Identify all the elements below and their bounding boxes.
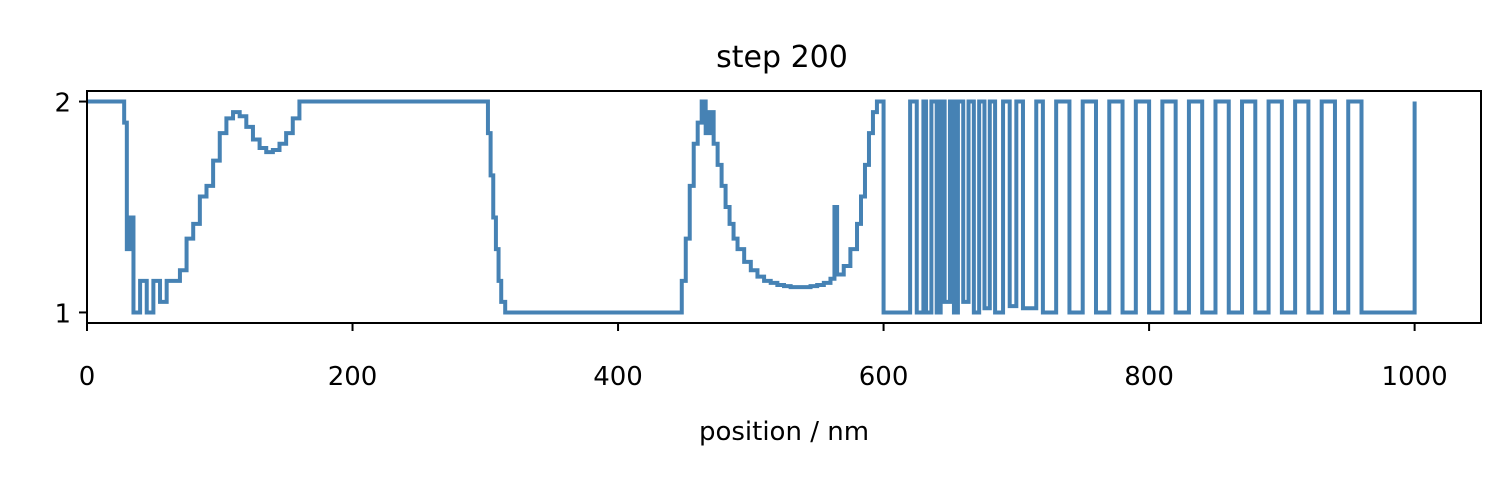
x-tick-label: 600 [859, 362, 909, 392]
y-tick-label: 2 [54, 89, 71, 119]
x-tick-label: 200 [328, 362, 378, 392]
series-layer [87, 99, 1417, 315]
y-axis: 12 [54, 89, 87, 329]
series-line-0 [87, 99, 1417, 315]
x-tick-label: 1000 [1382, 362, 1448, 392]
chart-title: step 200 [716, 40, 848, 75]
x-tick-label: 800 [1124, 362, 1174, 392]
plot-frame [86, 90, 1482, 324]
y-tick-label: 1 [54, 299, 71, 329]
x-axis: 0 200 400 600 800 1000 [79, 323, 1448, 392]
x-tick-label: 0 [79, 362, 96, 392]
x-axis-label: position / nm [699, 417, 869, 447]
x-tick-label: 400 [593, 362, 643, 392]
